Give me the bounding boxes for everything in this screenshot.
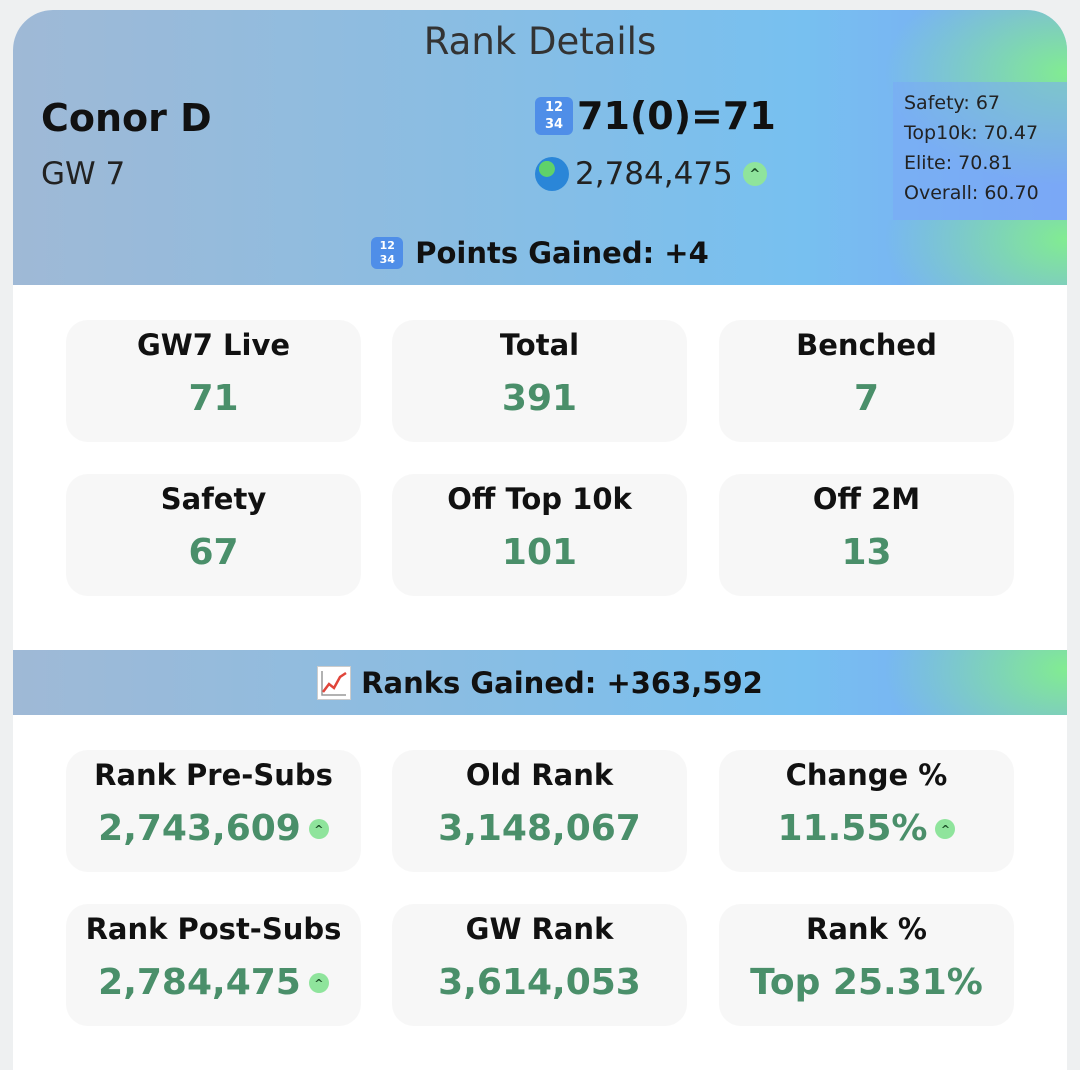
tile-old-rank: Old Rank 3,148,067 bbox=[392, 750, 687, 872]
tile-label: Safety bbox=[160, 482, 267, 516]
tile-label: Total bbox=[499, 328, 580, 362]
chevron-up-icon: ^ bbox=[935, 818, 956, 839]
tile-value-text: 3,614,053 bbox=[438, 962, 641, 1003]
tile-value-text: 3,148,067 bbox=[438, 808, 641, 849]
tile-value-text: 13 bbox=[841, 532, 892, 573]
tile-value: 3,614,053 bbox=[392, 962, 687, 1003]
tile-off-2m: Off 2M 13 bbox=[719, 474, 1014, 596]
overall-rank-value: 2,784,475 bbox=[575, 156, 733, 192]
chevron-up-icon: ^ bbox=[742, 162, 767, 186]
chevron-up-icon: ^ bbox=[308, 818, 329, 839]
tile-value: 3,148,067 bbox=[392, 808, 687, 849]
tile-value: 13 bbox=[719, 532, 1014, 573]
tile-safety: Safety 67 bbox=[66, 474, 361, 596]
tile-label: Off Top 10k bbox=[447, 482, 632, 516]
tile-value-text: 11.55% bbox=[777, 808, 928, 849]
tile-off-top-10k: Off Top 10k 101 bbox=[392, 474, 687, 596]
ranks-gained-bar: Ranks Gained: +363,592 bbox=[13, 650, 1067, 715]
ranks-gained-label: Ranks Gained: +363,592 bbox=[361, 665, 763, 700]
tile-value: 11.55% ^ bbox=[719, 808, 1014, 849]
threshold-elite: Elite: 70.81 bbox=[904, 152, 1013, 174]
tile-total: Total 391 bbox=[392, 320, 687, 442]
tile-value-text: 2,784,475 bbox=[98, 962, 301, 1003]
threshold-top10k: Top10k: 70.47 bbox=[904, 122, 1039, 144]
numbers-emoji-icon: 12 34 bbox=[371, 236, 404, 269]
tile-value-text: 101 bbox=[501, 532, 578, 573]
threshold-safety: Safety: 67 bbox=[904, 92, 1001, 114]
tile-value: 391 bbox=[392, 378, 687, 419]
chevron-up-icon: ^ bbox=[308, 972, 329, 993]
tile-label: Rank Pre-Subs bbox=[94, 758, 333, 792]
tile-benched: Benched 7 bbox=[719, 320, 1014, 442]
header: Rank Details Conor D GW 7 12 34 71(0)=71 … bbox=[13, 10, 1067, 220]
threshold-overall: Overall: 60.70 bbox=[904, 182, 1039, 204]
overall-rank: 2,784,475 ^ bbox=[535, 156, 767, 192]
tile-value: 67 bbox=[66, 532, 361, 573]
tile-label: Rank Post-Subs bbox=[85, 912, 342, 946]
tile-rank-percent: Rank % Top 25.31% bbox=[719, 904, 1014, 1026]
tile-value: 101 bbox=[392, 532, 687, 573]
score-summary: 12 34 71(0)=71 bbox=[535, 94, 776, 138]
tile-label: Old Rank bbox=[465, 758, 614, 792]
tile-value-text: 71 bbox=[188, 378, 239, 419]
tile-label: Benched bbox=[796, 328, 937, 362]
tile-value-text: 7 bbox=[853, 378, 880, 419]
tile-label: GW Rank bbox=[465, 912, 614, 946]
page-title: Rank Details bbox=[423, 20, 657, 63]
points-gained-bar: 12 34 Points Gained: +4 bbox=[13, 220, 1067, 285]
tile-value: 2,743,609 ^ bbox=[66, 808, 361, 849]
gameweek-label: GW 7 bbox=[41, 156, 126, 192]
tile-label: Change % bbox=[785, 758, 948, 792]
points-gained-label: Points Gained: +4 bbox=[415, 235, 709, 270]
tile-value: Top 25.31% bbox=[719, 962, 1014, 1003]
tile-label: Rank % bbox=[806, 912, 927, 946]
tile-value: 7 bbox=[719, 378, 1014, 419]
tile-value-text: 2,743,609 bbox=[98, 808, 301, 849]
tile-rank-pre-subs: Rank Pre-Subs 2,743,609 ^ bbox=[66, 750, 361, 872]
tile-change-percent: Change % 11.55% ^ bbox=[719, 750, 1014, 872]
globe-emoji-icon bbox=[535, 157, 569, 191]
tile-label: Off 2M bbox=[812, 482, 921, 516]
tile-rank-post-subs: Rank Post-Subs 2,784,475 ^ bbox=[66, 904, 361, 1026]
threshold-panel: Safety: 67 Top10k: 70.47 Elite: 70.81 Ov… bbox=[893, 82, 1067, 220]
score-value: 71(0)=71 bbox=[577, 94, 776, 138]
chart-increasing-icon bbox=[317, 665, 352, 700]
tile-gw-live: GW7 Live 71 bbox=[66, 320, 361, 442]
manager-name: Conor D bbox=[41, 96, 212, 140]
tile-value: 2,784,475 ^ bbox=[66, 962, 361, 1003]
rank-details-card: Rank Details Conor D GW 7 12 34 71(0)=71 … bbox=[13, 10, 1067, 1070]
tile-value-text: Top 25.31% bbox=[750, 962, 983, 1003]
tile-value: 71 bbox=[66, 378, 361, 419]
tile-gw-rank: GW Rank 3,614,053 bbox=[392, 904, 687, 1026]
numbers-emoji-icon: 12 34 bbox=[535, 97, 573, 135]
tile-value-text: 391 bbox=[501, 378, 578, 419]
tile-label: GW7 Live bbox=[136, 328, 291, 362]
tile-value-text: 67 bbox=[188, 532, 239, 573]
